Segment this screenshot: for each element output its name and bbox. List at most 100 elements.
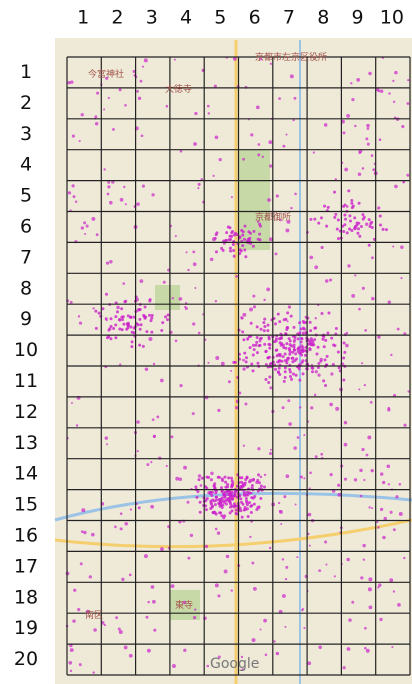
dot	[138, 318, 141, 321]
dot	[246, 239, 249, 242]
dot	[293, 97, 296, 100]
dot	[330, 337, 333, 340]
dot	[377, 526, 380, 529]
dot	[293, 349, 296, 352]
dot	[120, 198, 124, 202]
dot	[197, 187, 199, 189]
dot	[285, 133, 287, 135]
map-label: 東寺	[175, 599, 193, 611]
dot	[276, 194, 279, 197]
dot	[368, 72, 371, 75]
map-label: 南区	[85, 609, 103, 621]
row-label: 4	[20, 154, 32, 176]
dot	[247, 515, 250, 518]
dot	[214, 503, 217, 506]
dot	[231, 230, 234, 233]
row-label: 8	[20, 277, 32, 299]
dot	[265, 653, 268, 656]
dot	[149, 298, 152, 301]
dot	[210, 258, 214, 262]
column-label: 3	[146, 7, 158, 29]
dot	[358, 388, 360, 390]
dot	[212, 175, 214, 177]
dot	[215, 513, 218, 516]
dot	[300, 475, 303, 478]
dot	[164, 315, 167, 318]
dot	[259, 225, 262, 228]
dot	[123, 186, 125, 188]
dot	[382, 481, 385, 484]
dot	[288, 353, 291, 356]
dot	[73, 589, 76, 592]
dot	[293, 359, 296, 362]
dot	[103, 108, 105, 110]
dot	[392, 245, 394, 247]
dot	[231, 482, 234, 485]
dot	[104, 624, 106, 626]
dot	[138, 97, 141, 100]
dot	[315, 353, 318, 356]
dot	[286, 320, 288, 322]
dot	[215, 300, 217, 302]
dot	[294, 352, 297, 355]
dot	[244, 403, 247, 406]
dot	[243, 490, 246, 493]
dot	[72, 619, 75, 622]
dot	[269, 164, 272, 167]
dot	[105, 317, 108, 320]
dot	[256, 336, 259, 339]
dot	[268, 337, 271, 340]
dot	[225, 231, 228, 234]
dot	[195, 496, 198, 499]
dot	[187, 269, 189, 271]
row-label: 2	[20, 92, 32, 114]
dot	[215, 250, 218, 253]
dot	[246, 493, 249, 496]
dot	[209, 507, 212, 510]
dot	[252, 638, 256, 642]
dot	[150, 505, 154, 509]
dot	[235, 275, 238, 278]
dot	[330, 473, 333, 476]
dot	[365, 137, 368, 140]
dot	[388, 483, 390, 485]
dot	[390, 511, 393, 514]
dot	[406, 102, 409, 105]
dot	[310, 406, 313, 409]
dot	[354, 478, 357, 481]
dot	[221, 479, 224, 482]
dot	[252, 354, 255, 357]
dot	[344, 421, 348, 425]
dot	[315, 317, 317, 319]
dot	[242, 503, 245, 506]
dot	[336, 228, 339, 231]
dot	[252, 295, 255, 298]
dot	[344, 203, 347, 206]
dot	[130, 508, 132, 510]
dot	[140, 80, 143, 83]
dot	[252, 230, 255, 233]
dot	[400, 277, 402, 279]
dot	[83, 221, 86, 224]
dot	[308, 513, 312, 517]
dot	[207, 105, 210, 108]
dot	[138, 344, 141, 347]
dot	[285, 566, 288, 569]
dot	[75, 200, 77, 202]
dot	[263, 299, 265, 301]
dot	[350, 82, 352, 84]
dot	[230, 490, 233, 493]
dot	[337, 237, 340, 240]
dot	[367, 127, 370, 130]
dot	[231, 498, 234, 501]
dot	[194, 485, 197, 488]
dot	[79, 322, 82, 325]
dot	[327, 206, 330, 209]
dot	[166, 105, 169, 108]
dot	[205, 508, 208, 511]
dot	[160, 379, 164, 383]
dot	[103, 168, 105, 170]
dot	[282, 558, 284, 560]
dot	[257, 473, 260, 476]
dot	[350, 229, 353, 232]
